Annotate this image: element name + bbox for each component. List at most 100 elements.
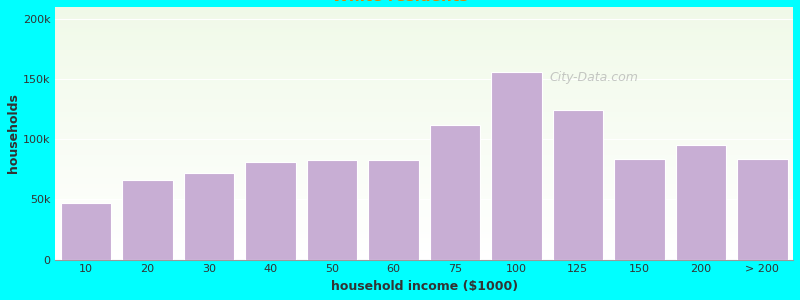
Bar bbox=[55, 128, 793, 130]
Bar bbox=[55, 148, 793, 150]
Bar bbox=[55, 226, 793, 227]
Bar bbox=[55, 170, 793, 171]
Bar bbox=[55, 232, 793, 233]
Bar bbox=[55, 116, 793, 117]
Bar bbox=[55, 59, 793, 60]
Bar bbox=[55, 171, 793, 172]
Bar bbox=[55, 176, 793, 178]
Bar bbox=[55, 17, 793, 18]
Bar bbox=[55, 127, 793, 128]
Bar bbox=[55, 119, 793, 121]
Bar bbox=[55, 227, 793, 228]
Bar bbox=[55, 22, 793, 23]
Bar bbox=[55, 212, 793, 213]
Bar bbox=[55, 241, 793, 242]
Bar bbox=[55, 132, 793, 133]
Bar bbox=[55, 93, 793, 94]
Bar bbox=[55, 217, 793, 218]
Bar bbox=[55, 71, 793, 73]
Bar bbox=[55, 56, 793, 58]
Bar bbox=[55, 99, 793, 101]
Bar bbox=[55, 142, 793, 143]
Bar bbox=[55, 160, 793, 161]
Bar bbox=[55, 248, 793, 250]
Bar bbox=[55, 133, 793, 135]
Bar bbox=[491, 72, 542, 260]
Bar bbox=[55, 92, 793, 93]
Bar bbox=[55, 162, 793, 164]
Bar bbox=[55, 218, 793, 219]
Bar bbox=[55, 54, 793, 55]
Bar bbox=[55, 198, 793, 199]
Bar bbox=[368, 160, 418, 260]
Bar bbox=[55, 140, 793, 141]
Bar bbox=[55, 210, 793, 211]
Bar bbox=[55, 238, 793, 239]
Bar bbox=[55, 136, 793, 137]
Bar bbox=[55, 146, 793, 147]
Bar bbox=[55, 220, 793, 222]
Bar bbox=[55, 234, 793, 236]
Bar bbox=[55, 73, 793, 74]
Bar bbox=[55, 193, 793, 194]
Bar bbox=[55, 200, 793, 202]
Bar bbox=[55, 89, 793, 90]
Bar bbox=[55, 233, 793, 234]
Bar bbox=[55, 257, 793, 258]
Bar bbox=[55, 70, 793, 71]
Bar bbox=[55, 223, 793, 224]
Bar bbox=[55, 88, 793, 89]
Bar bbox=[55, 167, 793, 169]
Bar bbox=[55, 36, 793, 37]
Bar bbox=[55, 244, 793, 246]
Bar bbox=[55, 157, 793, 159]
Bar bbox=[55, 154, 793, 155]
Bar bbox=[55, 14, 793, 16]
Bar bbox=[55, 202, 793, 203]
Bar bbox=[55, 231, 793, 232]
Bar bbox=[55, 180, 793, 181]
Bar bbox=[55, 152, 793, 154]
Bar bbox=[55, 203, 793, 204]
Bar bbox=[55, 141, 793, 142]
Bar bbox=[55, 165, 793, 166]
Bar bbox=[55, 44, 793, 45]
Bar bbox=[55, 69, 793, 70]
Bar bbox=[55, 215, 793, 217]
Bar bbox=[55, 255, 793, 256]
Bar bbox=[55, 46, 793, 47]
Bar bbox=[55, 186, 793, 188]
Bar bbox=[55, 103, 793, 104]
Bar bbox=[55, 85, 793, 86]
Bar bbox=[55, 188, 793, 189]
Bar bbox=[61, 203, 111, 260]
Bar bbox=[55, 185, 793, 186]
Bar bbox=[55, 184, 793, 185]
Bar bbox=[55, 117, 793, 118]
Bar bbox=[55, 252, 793, 253]
Bar bbox=[55, 124, 793, 126]
Bar bbox=[55, 138, 793, 140]
Bar bbox=[55, 222, 793, 223]
Bar bbox=[55, 122, 793, 123]
Bar bbox=[676, 145, 726, 260]
Bar bbox=[246, 162, 296, 260]
Bar bbox=[55, 147, 793, 148]
Bar bbox=[55, 213, 793, 214]
Bar bbox=[55, 11, 793, 12]
Bar bbox=[55, 106, 793, 107]
Bar bbox=[55, 100, 793, 102]
Bar bbox=[55, 195, 793, 196]
Bar bbox=[55, 229, 793, 231]
Bar bbox=[55, 68, 793, 69]
Bar bbox=[55, 209, 793, 210]
Bar bbox=[55, 28, 793, 30]
Bar bbox=[55, 183, 793, 184]
Bar bbox=[55, 60, 793, 61]
Bar bbox=[55, 113, 793, 114]
Bar bbox=[55, 40, 793, 41]
Bar bbox=[55, 123, 793, 124]
Bar bbox=[55, 155, 793, 156]
Bar bbox=[55, 86, 793, 88]
Bar bbox=[430, 125, 480, 260]
